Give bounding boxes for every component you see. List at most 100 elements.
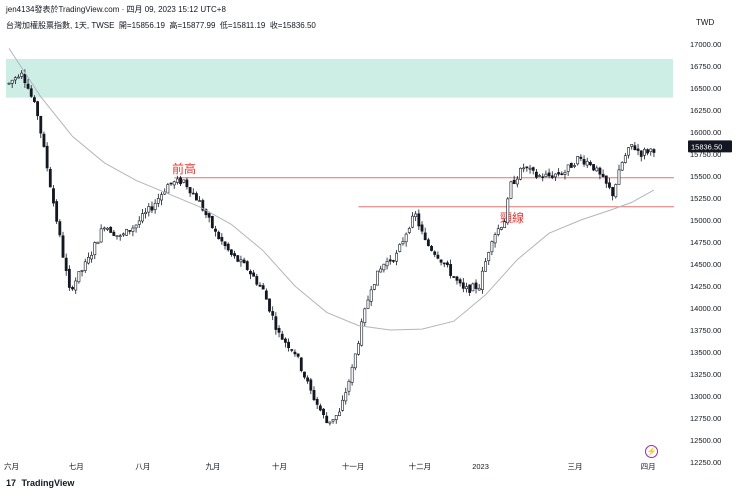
candle-body[interactable] (109, 226, 113, 233)
candle-body[interactable] (128, 230, 132, 232)
candle-body[interactable] (601, 173, 605, 177)
candle-body[interactable] (223, 241, 227, 247)
candle-body[interactable] (376, 270, 379, 286)
candle-body[interactable] (446, 262, 449, 266)
candle-body[interactable] (55, 201, 59, 222)
candle-body[interactable] (490, 241, 494, 253)
candle-body[interactable] (169, 182, 173, 185)
candle-body[interactable] (522, 167, 526, 170)
candle-body[interactable] (217, 231, 221, 240)
candle-body[interactable] (484, 261, 487, 272)
candle-body[interactable] (125, 229, 128, 236)
candle-body[interactable] (585, 161, 589, 166)
candle-body[interactable] (557, 172, 561, 175)
candle-body[interactable] (80, 270, 84, 272)
candle-body[interactable] (439, 259, 443, 263)
candle-body[interactable] (534, 171, 538, 178)
candle-body[interactable] (500, 227, 503, 230)
candle-body[interactable] (144, 211, 148, 214)
candle-body[interactable] (430, 245, 433, 251)
candle-body[interactable] (544, 173, 548, 177)
candle-body[interactable] (277, 328, 281, 333)
candle-body[interactable] (233, 253, 236, 257)
candle-body[interactable] (401, 241, 405, 245)
candle-body[interactable] (23, 73, 27, 84)
candle-body[interactable] (452, 276, 456, 278)
candle-body[interactable] (576, 156, 580, 165)
candle-body[interactable] (617, 169, 621, 185)
candle-body[interactable] (296, 353, 300, 357)
candle-body[interactable] (182, 179, 186, 183)
candle-body[interactable] (372, 284, 376, 290)
candle-body[interactable] (48, 168, 52, 188)
candle-body[interactable] (87, 256, 90, 264)
candle-body[interactable] (455, 276, 459, 281)
candle-body[interactable] (614, 184, 618, 198)
candle-body[interactable] (175, 178, 179, 183)
candle-body[interactable] (461, 282, 465, 289)
candle-body[interactable] (33, 97, 36, 103)
candle-body[interactable] (58, 221, 62, 236)
candle-body[interactable] (293, 351, 297, 355)
candle-body[interactable] (569, 162, 573, 168)
candle-body[interactable] (519, 167, 522, 180)
candle-body[interactable] (201, 200, 205, 211)
candle-body[interactable] (471, 283, 475, 292)
candle-body[interactable] (417, 213, 421, 227)
candle-body[interactable] (7, 82, 11, 85)
candle-body[interactable] (96, 241, 100, 245)
candle-body[interactable] (150, 206, 154, 211)
candle-body[interactable] (639, 150, 643, 157)
candle-body[interactable] (83, 261, 87, 271)
candle-body[interactable] (325, 415, 329, 424)
candle-body[interactable] (392, 260, 395, 262)
candle-body[interactable] (77, 271, 81, 283)
candle-body[interactable] (153, 202, 157, 210)
candle-body[interactable] (274, 316, 278, 330)
candle-body[interactable] (608, 182, 611, 188)
candle-body[interactable] (312, 390, 316, 401)
candle-body[interactable] (71, 287, 74, 290)
candle-body[interactable] (90, 254, 94, 260)
candle-body[interactable] (102, 227, 106, 230)
candle-body[interactable] (623, 155, 627, 163)
lightning-icon[interactable]: ⚡ (645, 445, 658, 458)
candle-body[interactable] (388, 259, 392, 262)
candle-body[interactable] (531, 167, 535, 171)
candle-body[interactable] (350, 366, 354, 383)
candle-body[interactable] (474, 282, 478, 289)
candle-body[interactable] (283, 338, 287, 343)
candle-body[interactable] (306, 377, 310, 382)
candle-body[interactable] (363, 308, 367, 324)
candle-body[interactable] (93, 242, 97, 256)
candle-body[interactable] (487, 252, 491, 261)
candle-body[interactable] (245, 261, 249, 270)
candle-body[interactable] (353, 353, 357, 369)
candle-body[interactable] (10, 79, 14, 84)
candle-body[interactable] (166, 184, 170, 194)
candle-body[interactable] (423, 232, 427, 241)
candle-body[interactable] (160, 194, 163, 201)
candle-body[interactable] (255, 276, 259, 285)
candle-body[interactable] (630, 144, 634, 147)
candle-body[interactable] (642, 149, 646, 156)
candle-body[interactable] (604, 175, 608, 184)
candle-body[interactable] (588, 161, 592, 166)
candle-body[interactable] (512, 179, 516, 185)
candle-body[interactable] (633, 145, 637, 151)
candle-body[interactable] (268, 298, 271, 312)
candle-body[interactable] (13, 77, 17, 81)
candle-body[interactable] (414, 213, 418, 218)
candle-body[interactable] (61, 235, 65, 258)
candle-body[interactable] (573, 165, 576, 167)
candle-body[interactable] (458, 279, 462, 284)
candle-body[interactable] (42, 133, 46, 147)
candle-body[interactable] (141, 213, 144, 222)
candle-body[interactable] (112, 231, 116, 236)
candle-body[interactable] (179, 177, 182, 185)
candle-body[interactable] (299, 357, 303, 371)
candle-body[interactable] (611, 187, 615, 197)
candle-body[interactable] (398, 244, 402, 252)
candle-body[interactable] (652, 149, 656, 153)
candle-body[interactable] (468, 284, 472, 293)
